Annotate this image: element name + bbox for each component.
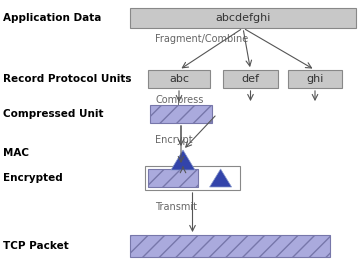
Bar: [145, 166, 240, 190]
Bar: [130, 8, 356, 28]
Bar: [148, 169, 198, 187]
Text: Compress: Compress: [155, 95, 203, 105]
Polygon shape: [171, 150, 195, 170]
Bar: [288, 70, 342, 88]
Bar: [150, 105, 212, 123]
Polygon shape: [210, 169, 231, 187]
Text: abcdefghi: abcdefghi: [215, 13, 271, 23]
Bar: [223, 70, 278, 88]
Text: Encrypted: Encrypted: [3, 173, 63, 183]
Text: ghi: ghi: [306, 74, 324, 84]
Text: Encrypt: Encrypt: [155, 135, 193, 145]
Text: Fragment/Combine: Fragment/Combine: [155, 34, 248, 44]
Text: def: def: [242, 74, 260, 84]
Text: Record Protocol Units: Record Protocol Units: [3, 74, 131, 84]
Text: TCP Packet: TCP Packet: [3, 241, 69, 251]
Text: Compressed Unit: Compressed Unit: [3, 109, 104, 119]
Text: MAC: MAC: [3, 148, 29, 158]
Text: abc: abc: [169, 74, 189, 84]
Text: Transmit: Transmit: [155, 202, 197, 212]
Bar: [148, 70, 210, 88]
Text: Application Data: Application Data: [3, 13, 102, 23]
Bar: [130, 235, 330, 257]
